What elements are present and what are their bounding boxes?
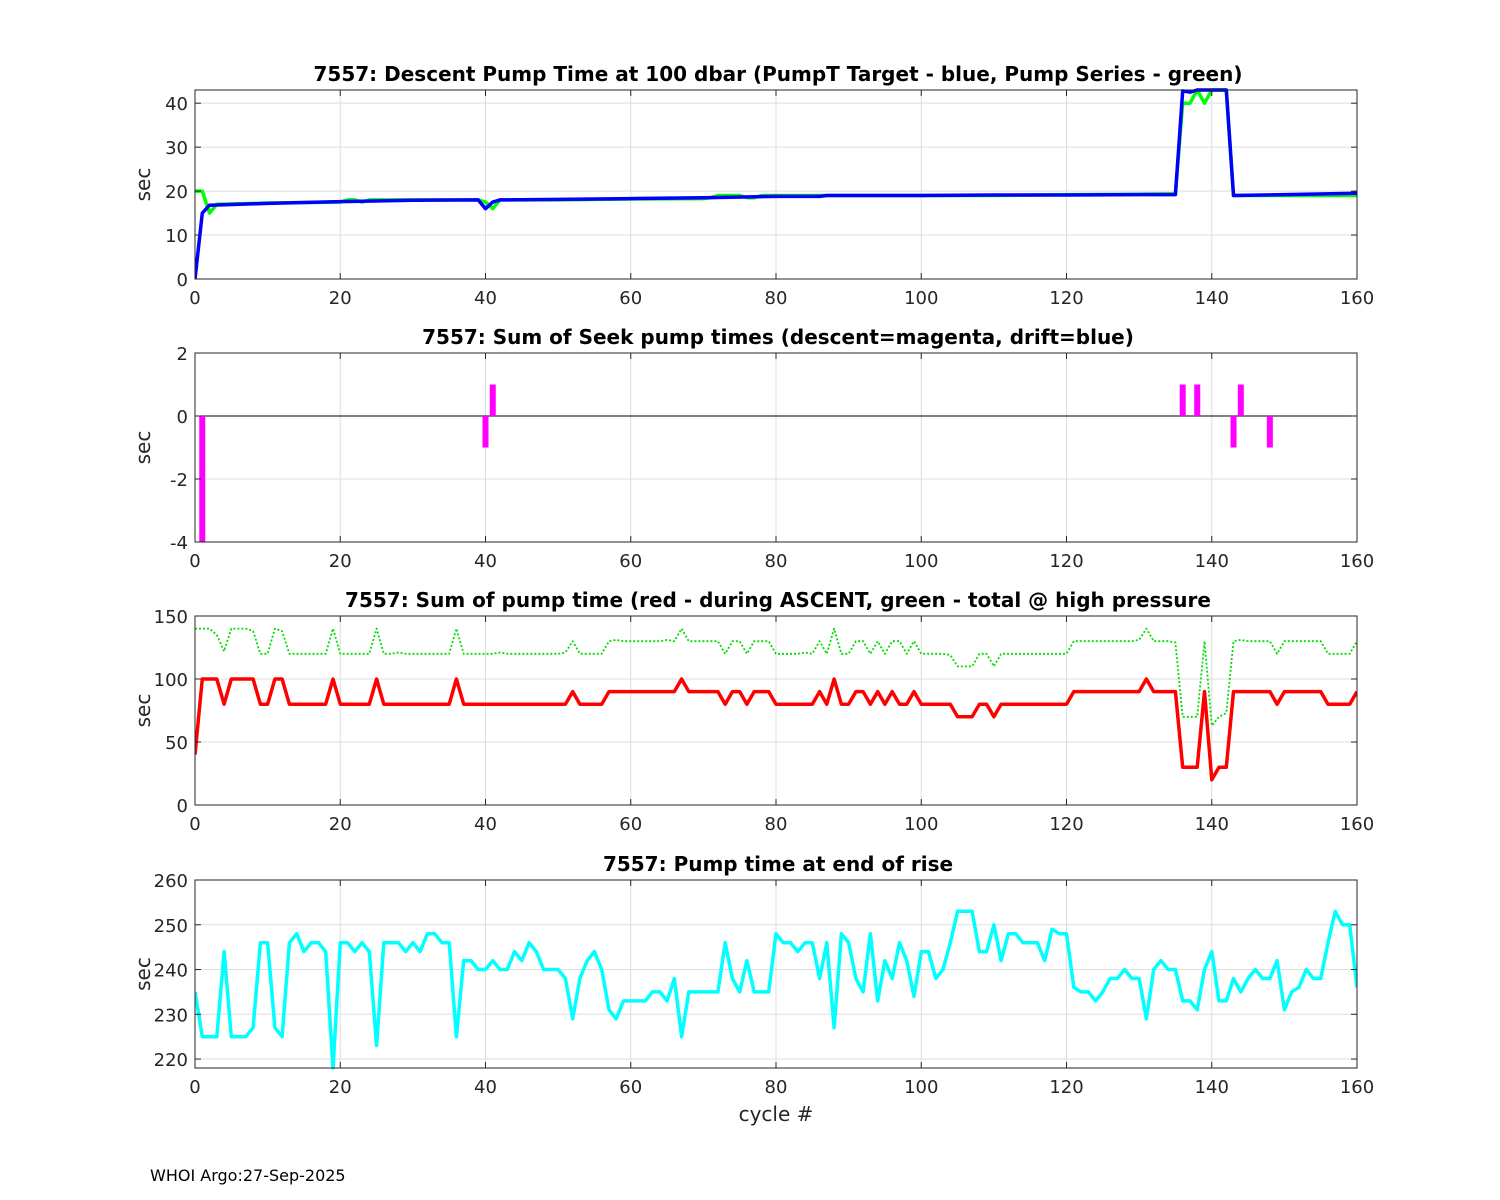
chart-title: 7557: Sum of Seek pump times (descent=ma… — [422, 325, 1134, 349]
x-tick-label-7: 140 — [1195, 551, 1229, 572]
data-layer — [195, 909, 1357, 1070]
x-tick-label-1: 20 — [329, 288, 352, 309]
x-tick-label-1: 20 — [329, 814, 352, 835]
y-tick-label-0: 0 — [177, 796, 188, 817]
x-tick-label-4: 80 — [765, 1077, 788, 1098]
x-tick-label-6: 120 — [1049, 814, 1083, 835]
chart-panel-2: 0 20 40 60 80 100 120 140 160 -4 -2 0 2 7557: Sum of … — [131, 325, 1374, 572]
y-tick-label-2: 20 — [165, 182, 188, 203]
y-tick-label-2: 0 — [177, 407, 188, 428]
x-tick-label-3: 60 — [619, 551, 642, 572]
x-tick-label-4: 80 — [765, 288, 788, 309]
chart-panel-1: 0 20 40 60 80 100 120 140 160 0 10 20 30 40 7557: Desc… — [131, 62, 1374, 309]
y-tick-label-3: 30 — [165, 138, 188, 159]
bar-4 — [1179, 384, 1186, 416]
y-tick-label-0: 0 — [177, 270, 188, 291]
x-tick-label-0: 0 — [189, 288, 200, 309]
x-tick-label-7: 140 — [1195, 288, 1229, 309]
y-tick-label-0: 220 — [154, 1050, 188, 1071]
x-tick-label-3: 60 — [619, 1077, 642, 1098]
y-tick-label-4: 260 — [154, 871, 188, 892]
x-tick-label-7: 140 — [1195, 814, 1229, 835]
footer-credit: WHOI Argo:27-Sep-2025 — [150, 1166, 346, 1185]
y-tick-label-1: 50 — [165, 733, 188, 754]
x-tick-label-1: 20 — [329, 1077, 352, 1098]
y-axis-label: sec — [131, 694, 155, 728]
y-tick-label-1: 230 — [154, 1005, 188, 1026]
x-tick-label-5: 100 — [904, 814, 938, 835]
y-tick-label-1: -2 — [170, 470, 188, 491]
series-line-2 — [195, 677, 1357, 782]
x-tick-label-8: 160 — [1340, 814, 1374, 835]
x-tick-label-5: 100 — [904, 288, 938, 309]
x-tick-label-1: 20 — [329, 551, 352, 572]
y-tick-label-3: 250 — [154, 916, 188, 937]
x-tick-label-0: 0 — [189, 551, 200, 572]
x-tick-label-4: 80 — [765, 551, 788, 572]
x-tick-label-4: 80 — [765, 814, 788, 835]
data-layer — [195, 384, 1357, 542]
y-axis-label: sec — [131, 168, 155, 202]
bar-2 — [482, 416, 489, 448]
y-tick-label-2: 100 — [154, 670, 188, 691]
x-tick-label-6: 120 — [1049, 551, 1083, 572]
x-tick-label-7: 140 — [1195, 1077, 1229, 1098]
x-tick-label-5: 100 — [904, 551, 938, 572]
x-tick-label-3: 60 — [619, 814, 642, 835]
y-axis-label: sec — [131, 957, 155, 991]
y-tick-label-2: 240 — [154, 961, 188, 982]
y-axis-label: sec — [131, 431, 155, 465]
data-layer — [195, 627, 1357, 782]
chart-title: 7557: Sum of pump time (red - during ASC… — [345, 588, 1211, 612]
y-tick-label-1: 10 — [165, 226, 188, 247]
bar-5 — [1194, 384, 1201, 416]
x-tick-label-6: 120 — [1049, 1077, 1083, 1098]
data-layer — [195, 88, 1357, 280]
x-axis-label: cycle # — [739, 1102, 814, 1126]
x-tick-label-5: 100 — [904, 1077, 938, 1098]
bar-1 — [199, 416, 206, 542]
y-tick-label-3: 150 — [154, 607, 188, 628]
bar-8 — [1266, 416, 1273, 448]
chart-title: 7557: Pump time at end of rise — [603, 852, 953, 876]
series-line-1 — [195, 909, 1357, 1070]
bar-3 — [489, 384, 496, 416]
bar-6 — [1230, 416, 1237, 448]
chart-panel-4: 0 20 40 60 80 100 120 140 160 220 230 240 250 260 7557… — [131, 852, 1374, 1126]
x-tick-label-6: 120 — [1049, 288, 1083, 309]
x-tick-label-2: 40 — [474, 288, 497, 309]
series-line-1 — [195, 627, 1357, 727]
x-tick-label-0: 0 — [189, 814, 200, 835]
x-tick-label-2: 40 — [474, 814, 497, 835]
x-tick-label-8: 160 — [1340, 551, 1374, 572]
x-tick-label-0: 0 — [189, 1077, 200, 1098]
x-tick-label-8: 160 — [1340, 1077, 1374, 1098]
series-line-2 — [195, 88, 1357, 280]
x-tick-label-8: 160 — [1340, 288, 1374, 309]
chart-title: 7557: Descent Pump Time at 100 dbar (Pum… — [314, 62, 1243, 86]
x-tick-label-3: 60 — [619, 288, 642, 309]
y-tick-label-4: 40 — [165, 94, 188, 115]
y-tick-label-0: -4 — [170, 533, 188, 554]
y-tick-label-3: 2 — [177, 344, 188, 365]
bar-7 — [1237, 384, 1244, 416]
x-tick-label-2: 40 — [474, 551, 497, 572]
chart-panel-3: 0 20 40 60 80 100 120 140 160 0 50 100 150 7557: Sum … — [131, 588, 1374, 835]
x-tick-label-2: 40 — [474, 1077, 497, 1098]
